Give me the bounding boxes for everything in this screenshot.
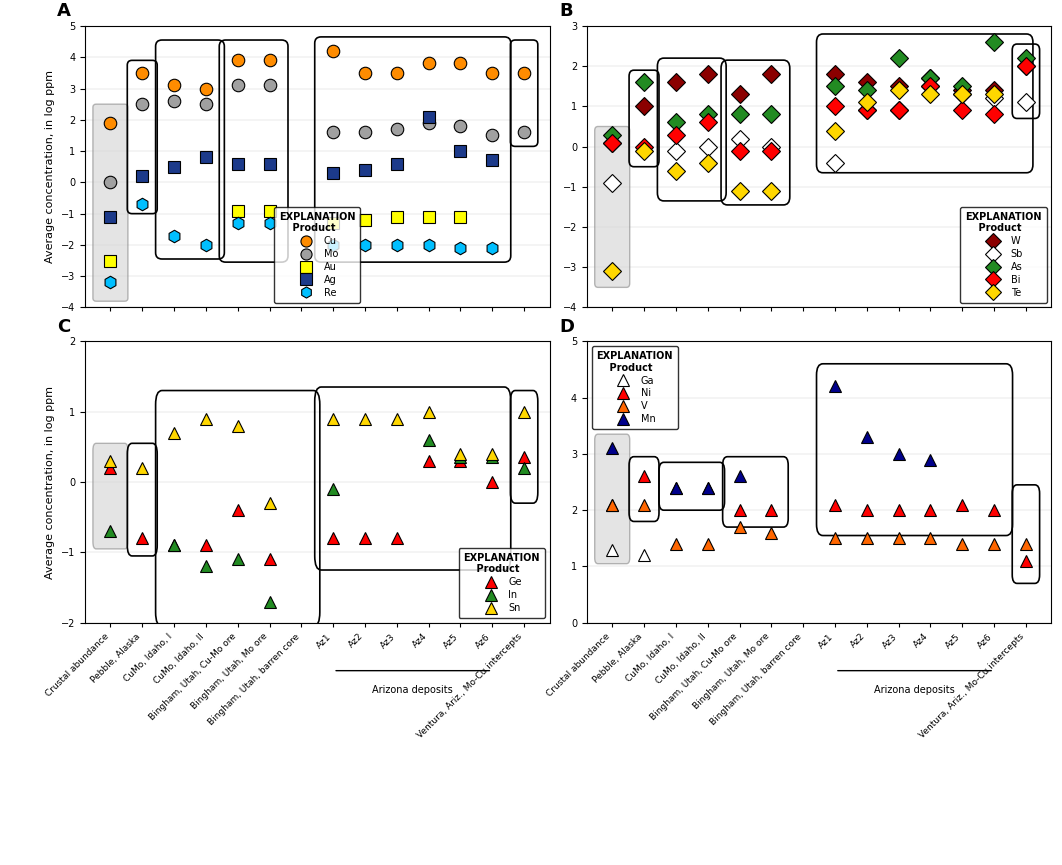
FancyBboxPatch shape bbox=[595, 126, 630, 287]
Legend: Cu, Mo, Au, Ag, Re: Cu, Mo, Au, Ag, Re bbox=[274, 207, 360, 303]
Y-axis label: Average concentration, in log ppm: Average concentration, in log ppm bbox=[46, 386, 55, 579]
Text: B: B bbox=[559, 3, 572, 20]
Text: C: C bbox=[57, 317, 70, 336]
Text: Arizona deposits: Arizona deposits bbox=[874, 685, 955, 695]
FancyBboxPatch shape bbox=[595, 434, 630, 564]
Text: Arizona deposits: Arizona deposits bbox=[373, 685, 453, 695]
FancyBboxPatch shape bbox=[92, 104, 127, 301]
Legend: Ge, In, Sn: Ge, In, Sn bbox=[459, 548, 545, 618]
Y-axis label: Average concentration, in log ppm: Average concentration, in log ppm bbox=[46, 70, 55, 263]
FancyBboxPatch shape bbox=[92, 444, 127, 549]
Legend: Ga, Ni, V, Mn: Ga, Ni, V, Mn bbox=[592, 346, 678, 429]
Legend: W, Sb, As, Bi, Te: W, Sb, As, Bi, Te bbox=[960, 207, 1046, 303]
Text: D: D bbox=[559, 317, 573, 336]
Text: A: A bbox=[57, 3, 71, 20]
